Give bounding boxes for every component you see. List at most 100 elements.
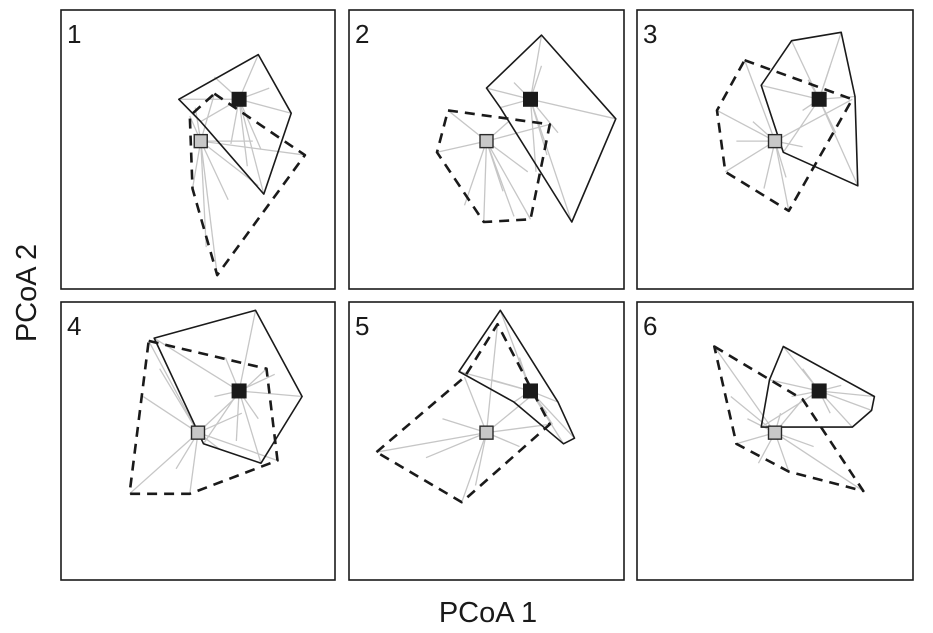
hull-group-a — [458, 309, 576, 445]
spoke-line-group-a — [529, 99, 573, 223]
centroid-marker-group-b — [479, 425, 494, 440]
spoke-line-group-a — [238, 98, 292, 114]
spoke-line-group-b — [486, 396, 531, 434]
spoke-line-group-a — [760, 390, 820, 428]
panel-number-label: 4 — [67, 311, 81, 341]
centroid-marker-group-b — [190, 425, 206, 440]
spoke-line-group-b — [724, 140, 776, 173]
spoke-line-group-b — [485, 140, 504, 192]
spoke-line-group-b — [461, 432, 488, 503]
spoke-line-group-b — [200, 140, 305, 156]
spoke-line-group-b — [486, 123, 550, 142]
spoke-line-group-b — [200, 141, 218, 276]
spoke-line-group-b — [774, 141, 790, 212]
spoke-line-group-b — [463, 140, 488, 206]
panels: 1 2 3 4 5 6 — [60, 9, 914, 581]
spoke-line-group-a — [761, 84, 820, 100]
spoke-line-group-b — [159, 368, 199, 433]
hull-group-a — [178, 53, 293, 195]
spoke-line-group-b — [200, 141, 207, 248]
centroid-marker-group-a — [523, 383, 538, 399]
x-axis-title: PCoA 1 — [439, 597, 537, 629]
panel-number-label: 3 — [643, 19, 657, 49]
spoke-line-group-b — [142, 395, 199, 434]
centroid-marker-group-b — [767, 133, 783, 149]
panel-4: 4 — [60, 301, 336, 581]
centroid-marker-group-b — [479, 133, 494, 149]
spoke-line-group-a — [238, 99, 262, 150]
panel-number-label: 5 — [355, 311, 369, 341]
panel-frame — [60, 9, 336, 290]
spoke-line-group-a — [238, 99, 248, 167]
panel-1: 1 — [60, 9, 336, 290]
spoke-line-group-b — [189, 432, 199, 494]
centroid-marker-group-a — [811, 383, 827, 399]
panel-5: 5 — [348, 301, 625, 581]
spoke-line-group-b — [197, 368, 267, 434]
spoke-line-group-b — [197, 412, 243, 434]
spoke-line-group-b — [436, 140, 487, 153]
spoke-line-group-b — [148, 340, 199, 433]
spoke-line-group-a — [790, 40, 820, 100]
centroid-marker-group-a — [231, 91, 247, 107]
spoke-line-group-b — [774, 432, 864, 492]
spoke-line-group-a — [153, 337, 240, 392]
spoke-line-group-b — [191, 141, 202, 189]
centroid-marker-group-b — [193, 133, 208, 149]
spoke-line-group-b — [376, 432, 487, 453]
spoke-line-group-b — [463, 376, 488, 433]
panel-frame — [636, 9, 914, 290]
panel-number-label: 1 — [67, 19, 81, 49]
spoke-line-group-b — [200, 93, 216, 142]
spoke-line-group-b — [129, 432, 199, 495]
spoke-line-group-b — [485, 324, 499, 433]
spoke-line-group-b — [713, 346, 776, 434]
spoke-line-group-a — [235, 390, 240, 442]
spoke-line-group-b — [197, 432, 278, 462]
spoke-line-group-b — [485, 140, 532, 220]
spoke-line-group-b — [763, 140, 776, 189]
spoke-line-group-a — [530, 98, 616, 120]
spoke-line-group-a — [529, 35, 543, 100]
spoke-line-group-b — [716, 109, 776, 142]
spoke-line-group-b — [483, 141, 488, 223]
hull-group-a — [760, 31, 859, 187]
hull-group-b — [715, 58, 854, 213]
panel-frame — [348, 301, 625, 581]
spoke-line-group-b — [200, 140, 229, 200]
spoke-line-group-b — [486, 423, 550, 434]
spoke-line-group-a — [239, 390, 303, 398]
hull-group-b — [712, 345, 865, 493]
hull-group-b — [435, 109, 552, 224]
centroid-marker-group-a — [811, 91, 827, 107]
hull-group-b — [128, 339, 279, 496]
hull-group-b — [188, 92, 307, 277]
spoke-line-group-a — [529, 99, 537, 172]
y-axis-title: PCoA 2 — [11, 244, 43, 342]
spoke-line-group-b — [425, 432, 487, 459]
centroid-marker-group-a — [231, 383, 247, 399]
centroid-marker-group-a — [523, 91, 538, 107]
spoke-line-group-a — [769, 379, 820, 392]
spoke-line-group-b — [474, 432, 488, 486]
panel-number-label: 6 — [643, 311, 657, 341]
panel-frame — [636, 301, 914, 581]
spoke-line-group-b — [774, 98, 853, 142]
spoke-line-group-a — [819, 390, 875, 398]
panel-number-label: 2 — [355, 19, 369, 49]
spoke-line-group-a — [238, 390, 262, 464]
panel-2: 2 — [348, 9, 625, 290]
spoke-line-group-b — [744, 59, 776, 142]
spoke-line-group-b — [200, 140, 259, 187]
panel-3: 3 — [636, 9, 914, 290]
centroid-marker-group-b — [767, 425, 783, 440]
spoke-line-group-b — [442, 418, 487, 434]
spoke-line-group-a — [238, 99, 265, 195]
panel-frame — [60, 301, 336, 581]
hull-group-a — [485, 34, 617, 223]
panel-6: 6 — [636, 301, 914, 581]
hull-group-a — [760, 345, 876, 428]
spoke-line-group-a — [818, 390, 872, 412]
spoke-line-group-a — [238, 310, 257, 392]
